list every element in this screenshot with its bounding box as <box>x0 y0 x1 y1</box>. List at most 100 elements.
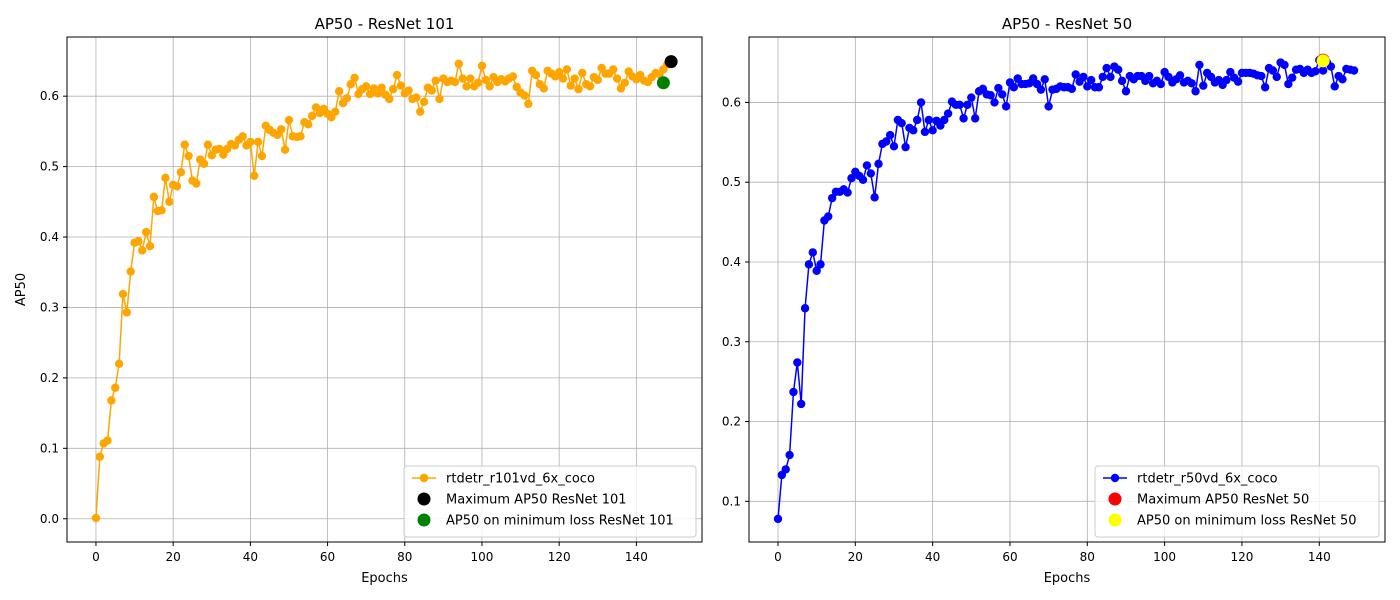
y-tick-label: 0.3 <box>722 335 741 349</box>
legend-marker-swatch <box>1108 492 1122 506</box>
data-point <box>620 78 629 87</box>
data-point <box>1036 85 1046 94</box>
data-point <box>866 169 875 178</box>
y-tick-label: 0.6 <box>40 89 59 103</box>
data-point <box>796 399 806 409</box>
data-point <box>1233 77 1243 86</box>
legend-box <box>403 465 697 538</box>
data-point <box>141 227 151 237</box>
data-point <box>593 75 602 85</box>
data-point <box>431 76 440 85</box>
data-point <box>1187 79 1196 88</box>
data-point <box>1338 75 1347 84</box>
data-point <box>199 159 209 168</box>
data-point <box>574 84 583 94</box>
data-point <box>793 358 802 367</box>
data-point <box>95 452 105 461</box>
data-point <box>277 125 286 134</box>
x-axis-label: Epochs <box>361 571 408 586</box>
data-point <box>531 70 541 80</box>
min-loss-point <box>656 76 670 90</box>
data-point <box>882 137 891 146</box>
data-point <box>1001 102 1011 111</box>
data-point <box>1086 75 1096 85</box>
data-point <box>1044 102 1053 111</box>
data-point <box>508 72 518 81</box>
data-point <box>808 248 817 257</box>
data-point <box>990 98 999 107</box>
data-point <box>928 126 937 135</box>
chart-panel-2: 0 20 40 60 80 100 120 140 0.1 0.2 0.3 0.4 0.5 0.6 AP50… <box>722 15 1386 586</box>
data-point <box>350 73 359 83</box>
data-point <box>824 212 833 221</box>
legend-marker-swatch <box>417 513 431 527</box>
legend-marker-swatch <box>1110 473 1120 483</box>
data-point <box>250 171 259 180</box>
data-point <box>1009 83 1019 92</box>
data-point <box>126 267 135 276</box>
data-point <box>566 81 575 90</box>
data-point <box>889 142 899 151</box>
data-point <box>416 107 425 116</box>
data-point <box>1079 72 1088 82</box>
data-point <box>485 82 494 91</box>
data-point <box>1272 72 1281 82</box>
x-tick-label: 20 <box>848 550 863 564</box>
data-point <box>419 97 429 106</box>
x-tick-label: 60 <box>1002 550 1017 564</box>
data-point <box>998 90 1007 99</box>
data-point <box>253 137 263 147</box>
data-point <box>773 514 783 524</box>
data-point <box>304 120 313 129</box>
data-point <box>427 86 436 95</box>
y-tick-label: 0.3 <box>40 300 59 314</box>
y-tick-label: 0.2 <box>722 415 741 429</box>
data-point <box>785 450 794 460</box>
data-point <box>149 192 159 202</box>
data-point <box>1288 73 1297 82</box>
data-point <box>1326 62 1336 71</box>
data-point <box>1199 81 1208 90</box>
data-point <box>1318 66 1328 75</box>
data-point <box>165 197 174 207</box>
data-point <box>800 304 810 313</box>
legend-marker-swatch <box>417 492 431 506</box>
data-point <box>901 142 910 152</box>
data-point <box>458 74 467 83</box>
data-point <box>134 237 143 246</box>
data-point <box>1268 66 1278 75</box>
data-point <box>609 65 618 74</box>
data-point <box>789 387 798 397</box>
x-tick-label: 40 <box>925 550 940 564</box>
x-tick-label: 100 <box>1153 550 1176 564</box>
data-point <box>578 68 587 78</box>
x-tick-label: 120 <box>548 550 571 564</box>
data-point <box>412 93 421 102</box>
data-point <box>1094 83 1104 92</box>
data-point <box>157 206 166 215</box>
x-tick-label: 80 <box>397 550 412 564</box>
data-point <box>558 74 568 83</box>
legend: rtdetr_r50vd_6x_coco Maximum AP50 ResNet … <box>1094 465 1380 538</box>
data-point <box>238 132 247 141</box>
y-tick-label: 0.2 <box>40 371 59 385</box>
y-tick-label: 0.1 <box>722 494 741 508</box>
data-point <box>1257 71 1266 81</box>
legend-label: rtdetr_r50vd_6x_coco <box>1137 472 1278 487</box>
data-point <box>477 61 487 71</box>
data-point <box>404 86 413 95</box>
series-line <box>95 61 672 519</box>
y-axis-label: AP50 <box>14 273 29 306</box>
data-point <box>940 115 949 125</box>
data-point <box>924 115 933 125</box>
legend-marker-swatch <box>419 473 429 483</box>
data-point <box>280 145 290 154</box>
data-point <box>970 114 980 123</box>
data-point <box>284 115 294 125</box>
data-point <box>118 289 128 299</box>
data-point <box>912 115 922 125</box>
y-tick-label: 0.5 <box>40 160 59 174</box>
data-point <box>804 260 814 269</box>
data-point <box>246 137 255 147</box>
